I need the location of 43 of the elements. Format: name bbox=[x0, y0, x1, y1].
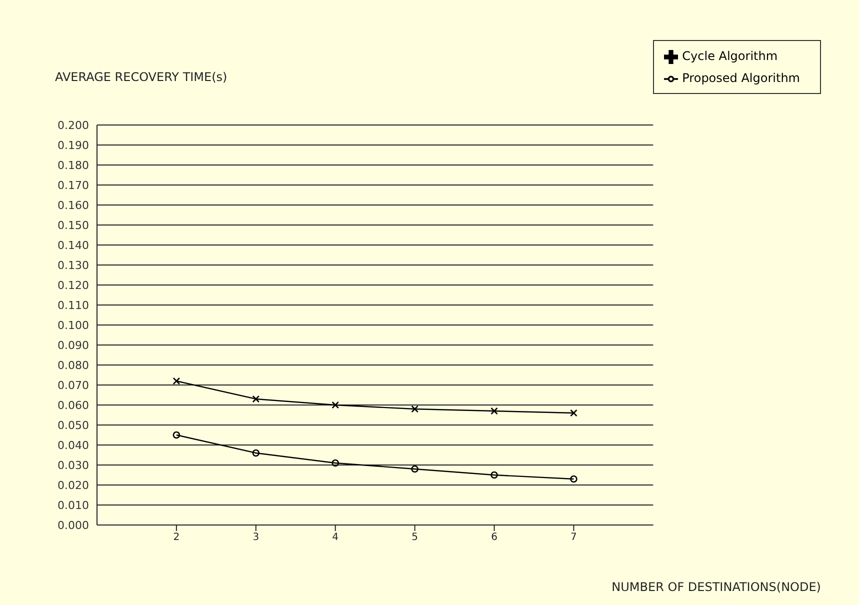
y-tick-label: 0.100 bbox=[58, 318, 89, 332]
point bbox=[411, 405, 418, 413]
y-tick-label: 0.110 bbox=[58, 298, 89, 312]
y-tick-label: 0.130 bbox=[58, 258, 89, 272]
y-tick-label: 0.010 bbox=[58, 498, 89, 512]
x-axis-title: NUMBER OF DESTINATIONS(NODE) bbox=[612, 580, 821, 594]
x-tick-label: 4 bbox=[332, 532, 339, 544]
y-tick-label: 0.120 bbox=[58, 278, 89, 292]
y-tick-label: 0.060 bbox=[58, 398, 89, 412]
y-tick-label: 0.150 bbox=[58, 218, 89, 232]
point bbox=[332, 401, 340, 409]
x-tick-label: 5 bbox=[412, 532, 418, 544]
y-tick-label: 0.170 bbox=[58, 178, 89, 192]
point bbox=[490, 407, 498, 415]
legend-label: Proposed Algorithm bbox=[682, 71, 800, 85]
point bbox=[570, 475, 578, 483]
y-tick-label: 0.200 bbox=[58, 118, 89, 132]
y-tick-label: 0.000 bbox=[58, 518, 89, 532]
x-tick-label: 7 bbox=[570, 532, 577, 544]
y-tick-label: 0.090 bbox=[58, 338, 89, 352]
legend-label: Cycle Algorithm bbox=[682, 49, 778, 63]
point bbox=[490, 471, 498, 479]
y-tick-label: 0.140 bbox=[58, 238, 89, 252]
point bbox=[252, 449, 260, 457]
y-tick-label: 0.020 bbox=[58, 478, 89, 492]
point bbox=[172, 431, 180, 439]
x-tick-label: 3 bbox=[252, 532, 260, 544]
point bbox=[252, 395, 260, 403]
y-tick-label: 0.160 bbox=[58, 198, 89, 212]
x-tick-label: 6 bbox=[491, 532, 498, 544]
y-tick-label: 0.030 bbox=[58, 458, 89, 472]
point bbox=[172, 377, 180, 385]
y-tick-label: 0.190 bbox=[58, 138, 89, 152]
y-tick-label: 0.040 bbox=[58, 438, 89, 452]
x-tick-label: 2 bbox=[173, 532, 180, 544]
y-axis-title: AVERAGE RECOVERY TIME(s) bbox=[55, 70, 228, 84]
y-tick-label: 0.070 bbox=[58, 378, 89, 392]
y-tick-label: 0.180 bbox=[58, 158, 89, 172]
point bbox=[332, 459, 340, 467]
point bbox=[411, 465, 418, 473]
y-tick-label: 0.080 bbox=[58, 358, 89, 372]
y-tick-label: 0.050 bbox=[58, 418, 89, 432]
point bbox=[570, 409, 578, 417]
